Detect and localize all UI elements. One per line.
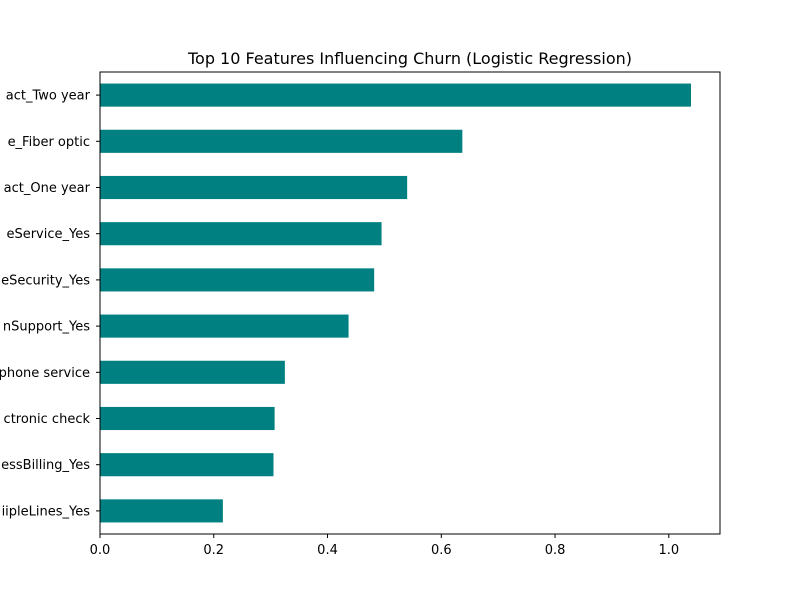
bar-1: [100, 499, 223, 523]
y-tick-label: ctronic check: [4, 412, 91, 427]
y-tick-label: phone service: [0, 366, 90, 381]
plot-frame: [99, 71, 721, 535]
y-tick-label: iipleLines_Yes: [2, 504, 91, 519]
x-tick-label: 0.6: [431, 543, 452, 558]
y-tick-label: eService_Yes: [6, 227, 90, 242]
y-axis: iipleLines_Yes essBilling_Yes ctronic chec…: [0, 89, 100, 519]
bar-10: [100, 83, 691, 107]
chart-title: Top 10 Features Influencing Churn (Logis…: [187, 49, 632, 68]
y-tick-label: eSecurity_Yes: [1, 273, 90, 288]
bars-group: [100, 83, 691, 523]
bar-3: [100, 406, 275, 431]
x-tick-label: 0.8: [545, 543, 566, 558]
bar-9: [100, 129, 463, 153]
x-tick-label: 0.4: [317, 543, 338, 558]
bar-5: [100, 314, 349, 338]
bar-4: [100, 360, 285, 384]
y-tick-label: e_Fiber optic: [8, 135, 90, 150]
y-tick-label: essBilling_Yes: [1, 458, 90, 473]
x-axis: 0.0 0.2 0.4 0.6 0.8 1.0: [90, 534, 679, 558]
bar-6: [100, 268, 375, 292]
x-tick-label: 0.2: [203, 543, 224, 558]
y-tick-label: act_Two year: [6, 89, 91, 104]
x-tick-label: 0.0: [90, 543, 111, 558]
bar-8: [100, 175, 408, 200]
y-tick-label: act_One year: [4, 181, 91, 196]
bar-2: [100, 453, 274, 477]
y-tick-label: nSupport_Yes: [3, 320, 90, 335]
x-tick-label: 1.0: [658, 543, 679, 558]
bar-7: [100, 222, 382, 246]
